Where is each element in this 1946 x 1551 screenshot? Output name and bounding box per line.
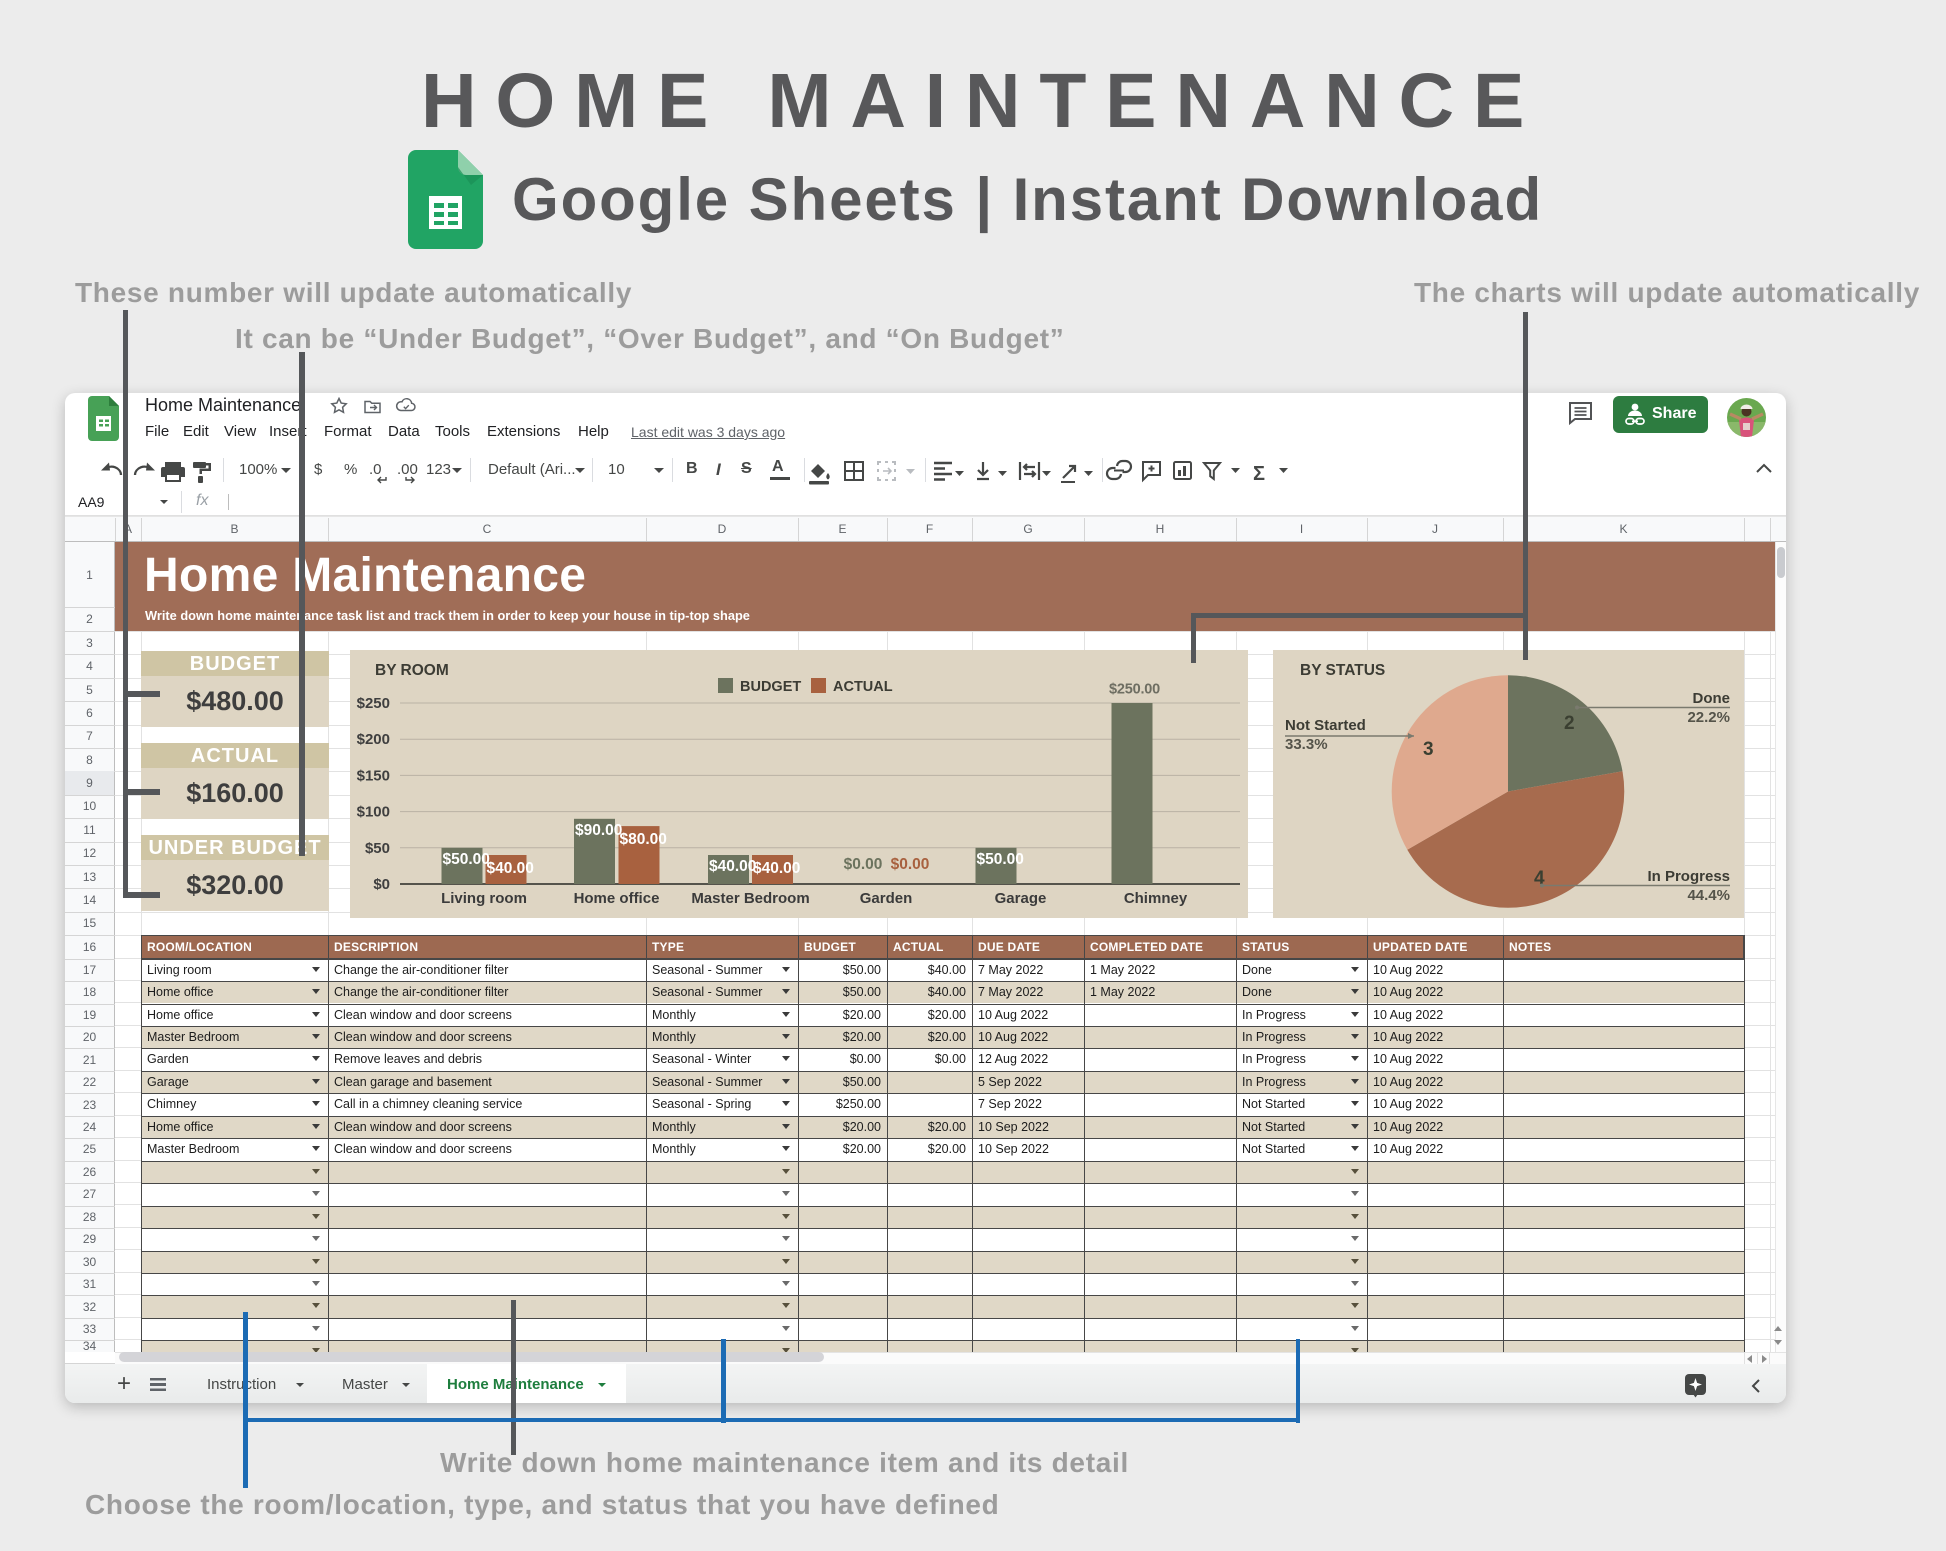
svg-text:$250: $250: [357, 695, 390, 712]
svg-text:$150: $150: [357, 767, 390, 784]
svg-text:Done: Done: [1693, 690, 1731, 707]
svg-text:44.4%: 44.4%: [1687, 887, 1730, 904]
svg-text:$40.00: $40.00: [487, 860, 534, 877]
svg-text:Home office: Home office: [574, 890, 660, 907]
svg-text:$50: $50: [365, 840, 390, 857]
svg-text:2: 2: [1564, 713, 1575, 734]
svg-text:ACTUAL: ACTUAL: [833, 679, 893, 695]
svg-text:$40.00: $40.00: [753, 860, 800, 877]
svg-text:BY ROOM: BY ROOM: [375, 662, 449, 679]
svg-text:$0: $0: [373, 876, 390, 893]
svg-text:BUDGET: BUDGET: [740, 679, 801, 695]
svg-text:Σ: Σ: [1253, 463, 1265, 485]
svg-text:Master Bedroom: Master Bedroom: [691, 890, 809, 907]
svg-text:$50.00: $50.00: [443, 851, 490, 868]
svg-text:3: 3: [1423, 739, 1434, 760]
svg-text:$250.00: $250.00: [1109, 682, 1160, 698]
svg-text:Not Started: Not Started: [1285, 717, 1366, 734]
svg-text:$0.00: $0.00: [844, 856, 883, 873]
svg-text:$0.00: $0.00: [891, 856, 930, 873]
svg-text:4: 4: [1534, 868, 1545, 889]
svg-text:Garden: Garden: [860, 890, 913, 907]
svg-text:Garage: Garage: [995, 890, 1047, 907]
svg-text:$80.00: $80.00: [620, 831, 667, 848]
svg-text:33.3%: 33.3%: [1285, 736, 1328, 753]
svg-text:22.2%: 22.2%: [1687, 709, 1730, 726]
svg-text:$50.00: $50.00: [977, 851, 1024, 868]
svg-text:$200: $200: [357, 731, 390, 748]
svg-text:BY STATUS: BY STATUS: [1300, 662, 1385, 679]
svg-text:$90.00: $90.00: [575, 822, 622, 839]
svg-text:$40.00: $40.00: [709, 858, 756, 875]
svg-text:In Progress: In Progress: [1647, 868, 1730, 885]
svg-text:Living room: Living room: [441, 890, 527, 907]
svg-text:Chimney: Chimney: [1124, 890, 1188, 907]
svg-text:$100: $100: [357, 804, 390, 821]
